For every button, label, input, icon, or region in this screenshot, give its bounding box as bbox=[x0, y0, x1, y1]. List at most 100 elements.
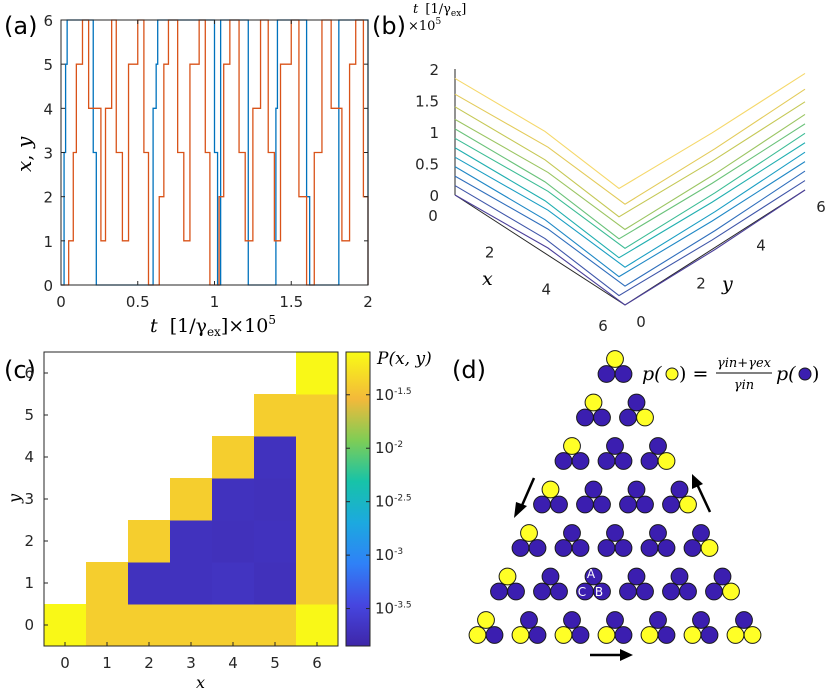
state-circle bbox=[571, 626, 590, 644]
panel-b-ztick: 0.5 bbox=[415, 156, 439, 174]
panel-b-xtick: 6 bbox=[598, 317, 608, 335]
panel-b-level-line bbox=[454, 123, 806, 240]
state-circle bbox=[649, 611, 667, 629]
state-circle bbox=[627, 393, 646, 412]
panel-b-3d-chart: 0 0.5 1 1.5 2 0 2 4 6 0 2 4 6 x y t [1/γex] ×105 bbox=[408, 2, 826, 335]
state-circle bbox=[554, 539, 573, 557]
state-circle bbox=[554, 626, 573, 644]
panel-a-series-y bbox=[61, 19, 369, 286]
panel-a-ytick: 6 bbox=[43, 12, 53, 30]
state-circle bbox=[520, 611, 538, 629]
panel-b-y-axis-label: y bbox=[721, 273, 733, 295]
state-circle bbox=[679, 582, 697, 601]
state-circle bbox=[507, 582, 525, 601]
panel-c-cell bbox=[296, 520, 339, 563]
panel-a-ytick: 5 bbox=[43, 56, 53, 74]
panel-c-ylabel: y bbox=[5, 493, 24, 504]
state-circle bbox=[614, 539, 633, 557]
state-circle bbox=[597, 626, 616, 644]
panel-c-xtick: 1 bbox=[102, 654, 112, 672]
site-label-a: A bbox=[587, 567, 596, 581]
state-circle bbox=[511, 539, 530, 557]
panel-b-level-line bbox=[454, 151, 806, 268]
panel-c-cell bbox=[170, 520, 213, 563]
panel-b-ztick: 1.5 bbox=[415, 93, 439, 111]
panel-c-cell bbox=[170, 562, 213, 605]
blue-circle-icon bbox=[798, 367, 812, 381]
panel-c-cell bbox=[86, 604, 129, 647]
panel-label-c: (c) bbox=[4, 356, 36, 384]
panel-c-cell bbox=[254, 604, 297, 647]
panel-b-ytick: 2 bbox=[696, 275, 706, 293]
state-circle bbox=[722, 582, 740, 601]
panel-c-cell bbox=[86, 562, 129, 605]
panel-d-diagram: A C B p( ) = γin+γex γin p( ) bbox=[468, 350, 819, 661]
panel-b-ytick: 6 bbox=[816, 198, 826, 216]
state-circle bbox=[683, 626, 702, 644]
panel-a-xtick: 0.5 bbox=[126, 293, 150, 311]
state-circle bbox=[477, 611, 495, 629]
equation: p( ) = γin+γex γin p( ) bbox=[642, 356, 819, 393]
panel-b-level-line bbox=[454, 101, 806, 218]
panel-c-cell bbox=[212, 604, 255, 647]
panel-label-d: (d) bbox=[452, 356, 486, 384]
panel-b-level-line bbox=[454, 170, 806, 287]
panel-c-cell bbox=[212, 562, 255, 605]
state-circle bbox=[662, 582, 680, 601]
panel-c-cell bbox=[296, 604, 339, 647]
panel-a-ytick: 3 bbox=[43, 145, 53, 163]
state-circle bbox=[593, 408, 611, 427]
panel-a-xlabel: t [1/γex]×105 bbox=[150, 313, 276, 339]
state-circle bbox=[700, 626, 719, 644]
state-circle bbox=[713, 567, 732, 586]
state-circle bbox=[735, 611, 753, 629]
state-circle bbox=[593, 582, 611, 601]
panel-c-colorbar-tick: 10-3 bbox=[375, 546, 403, 564]
state-circle bbox=[670, 567, 689, 586]
panel-b-level-line bbox=[454, 132, 806, 249]
state-circle bbox=[584, 480, 603, 499]
state-circle bbox=[627, 567, 646, 586]
state-circle bbox=[571, 539, 590, 557]
state-circle bbox=[550, 582, 568, 601]
state-circle bbox=[700, 539, 719, 557]
panel-b-ztick: 0 bbox=[429, 187, 439, 205]
panel-c-ytick: 5 bbox=[24, 406, 34, 424]
panel-b-x-axis-label: x bbox=[482, 268, 493, 290]
panel-c-cell bbox=[212, 478, 255, 521]
state-circle bbox=[498, 567, 517, 586]
panel-a-xtick: 0 bbox=[56, 293, 66, 311]
panel-c-colorbar-tick: 10-2.5 bbox=[375, 493, 412, 511]
panel-c-xtick: 0 bbox=[60, 654, 70, 672]
svg-text:p(: p( bbox=[642, 363, 662, 385]
panel-c-cell bbox=[296, 436, 339, 479]
panel-b-xtick: 2 bbox=[485, 244, 495, 262]
state-circle bbox=[640, 626, 659, 644]
panel-c-cell bbox=[254, 394, 297, 437]
panel-a-xtick: 1.5 bbox=[279, 293, 303, 311]
state-circle bbox=[571, 452, 590, 470]
panel-b-ytick: 4 bbox=[756, 236, 766, 254]
panel-a-xtick: 1 bbox=[210, 293, 220, 311]
site-label-b: B bbox=[595, 585, 603, 599]
state-circle bbox=[657, 626, 676, 644]
panel-a-xtick: 2 bbox=[363, 293, 373, 311]
panel-c-ytick: 4 bbox=[24, 448, 34, 466]
state-circle bbox=[705, 582, 723, 601]
state-circle bbox=[636, 495, 654, 514]
state-circle bbox=[636, 408, 654, 427]
panel-c-xtick: 5 bbox=[270, 654, 280, 672]
state-circle bbox=[636, 582, 654, 601]
state-circle bbox=[619, 408, 637, 427]
state-circle bbox=[485, 626, 504, 644]
state-circle bbox=[563, 437, 581, 455]
panel-b-level-line bbox=[454, 142, 806, 259]
panel-b-level-line bbox=[454, 113, 806, 231]
state-circle bbox=[584, 393, 603, 412]
panel-b-xtick: 0 bbox=[428, 207, 438, 225]
panel-b-ytick: 0 bbox=[636, 313, 646, 331]
panel-b-ztick: 2 bbox=[429, 61, 439, 79]
panel-c-cell bbox=[254, 562, 297, 605]
arrow-down-left-icon bbox=[514, 477, 536, 518]
